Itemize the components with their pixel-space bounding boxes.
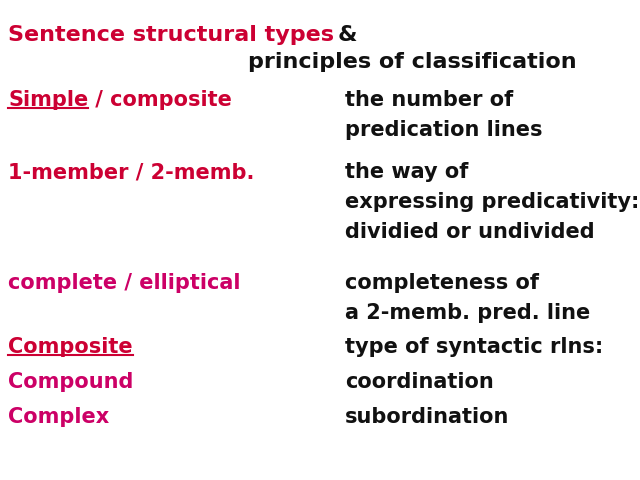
Text: Sentence structural types: Sentence structural types xyxy=(8,25,342,45)
Text: &: & xyxy=(338,25,358,45)
Text: the number of: the number of xyxy=(345,90,513,110)
Text: Complex: Complex xyxy=(8,407,109,427)
Text: subordination: subordination xyxy=(345,407,509,427)
Text: complete / elliptical: complete / elliptical xyxy=(8,273,241,293)
Text: expressing predicativity:: expressing predicativity: xyxy=(345,192,639,212)
Text: principles of classification: principles of classification xyxy=(248,52,577,72)
Text: dividied or undivided: dividied or undivided xyxy=(345,222,595,242)
Text: Simple: Simple xyxy=(8,90,88,110)
Text: Composite: Composite xyxy=(8,337,132,357)
Text: completeness of: completeness of xyxy=(345,273,539,293)
Text: coordination: coordination xyxy=(345,372,493,392)
Text: type of syntactic rlns:: type of syntactic rlns: xyxy=(345,337,604,357)
Text: the way of: the way of xyxy=(345,162,468,182)
Text: predication lines: predication lines xyxy=(345,120,543,140)
Text: 1-member / 2-memb.: 1-member / 2-memb. xyxy=(8,162,254,182)
Text: / composite: / composite xyxy=(88,90,232,110)
Text: a 2-memb. pred. line: a 2-memb. pred. line xyxy=(345,303,590,323)
Text: Compound: Compound xyxy=(8,372,133,392)
